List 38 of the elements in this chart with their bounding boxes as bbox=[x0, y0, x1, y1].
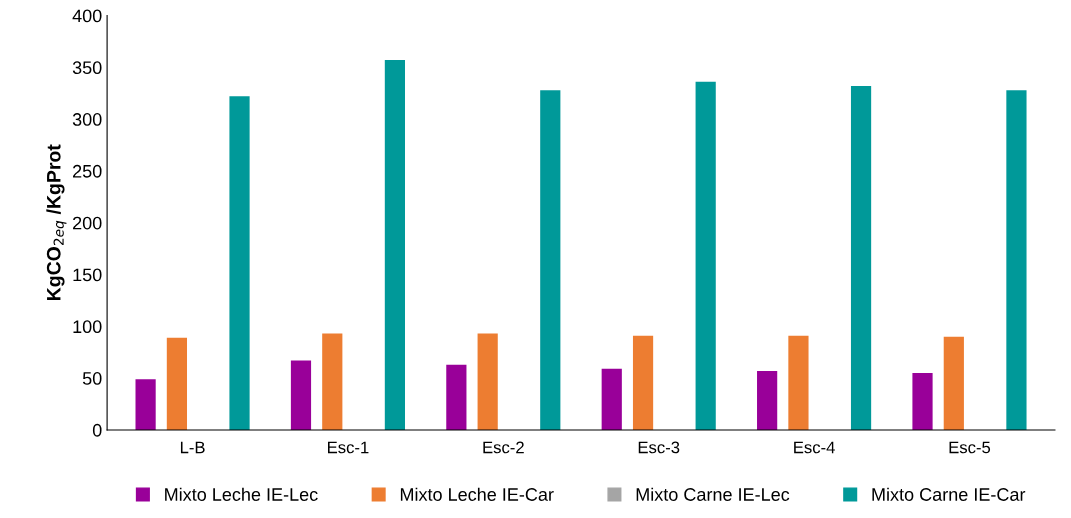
bar bbox=[757, 370, 778, 430]
bar bbox=[384, 60, 406, 430]
y-tick-label: 400 bbox=[72, 9, 102, 23]
legend-label: Mixto Carne IE-Lec bbox=[636, 487, 790, 501]
bar bbox=[632, 335, 654, 430]
bar bbox=[1006, 90, 1027, 430]
y-tick-label: 350 bbox=[72, 61, 102, 75]
x-tick-label: Esc-1 bbox=[328, 441, 369, 454]
y-tick-label: 300 bbox=[72, 113, 102, 126]
bar bbox=[290, 360, 312, 430]
x-tick-label: Esc-2 bbox=[483, 441, 524, 454]
bar bbox=[912, 372, 933, 430]
x-tick-label: L-B bbox=[180, 441, 205, 454]
x-tick-label: Esc-4 bbox=[794, 441, 835, 454]
legend-label: Mixto Leche IE-Car bbox=[400, 487, 554, 501]
bar bbox=[135, 379, 156, 430]
bar bbox=[943, 336, 964, 430]
bar bbox=[322, 333, 343, 430]
x-tick-label: Esc-5 bbox=[949, 441, 991, 454]
bar bbox=[850, 85, 872, 430]
y-tick-label: 100 bbox=[73, 320, 102, 334]
y-axis-title: KgCO$_{2eq}$ /KgProt bbox=[46, 144, 67, 300]
bar bbox=[446, 364, 467, 430]
x-tick-label: Esc-3 bbox=[638, 441, 680, 454]
bar bbox=[477, 333, 498, 430]
bar bbox=[229, 96, 250, 430]
bar bbox=[601, 368, 622, 430]
legend-label: Mixto Carne IE-Car bbox=[872, 487, 1026, 501]
y-tick-label: 150 bbox=[73, 268, 102, 282]
legend-label: Mixto Leche IE-Lec bbox=[165, 487, 318, 501]
bar bbox=[695, 81, 716, 430]
y-tick-label: 200 bbox=[73, 216, 102, 230]
y-tick-label: 250 bbox=[73, 164, 102, 178]
y-tick-label: 50 bbox=[82, 372, 102, 385]
bar bbox=[540, 90, 561, 430]
y-tick-label: 0 bbox=[92, 423, 102, 437]
bar bbox=[788, 335, 809, 430]
bar bbox=[166, 337, 188, 430]
